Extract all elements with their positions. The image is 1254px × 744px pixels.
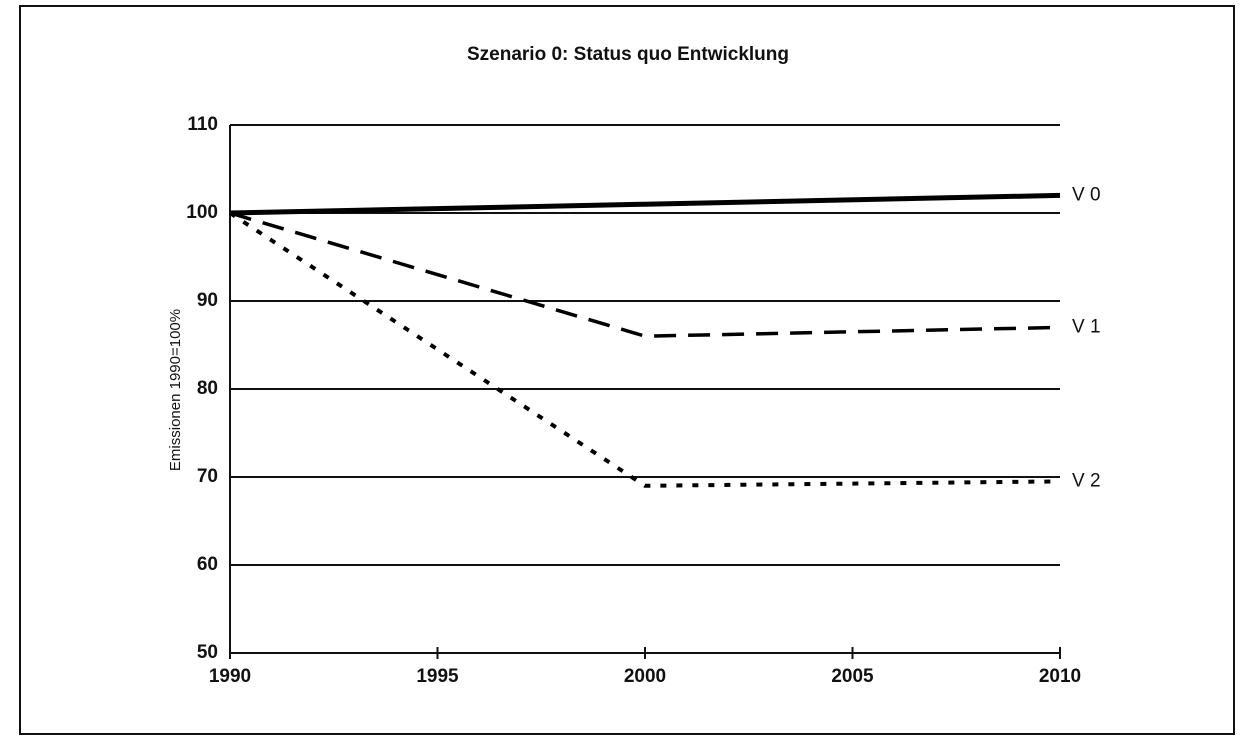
y-tick-label: 100 (186, 202, 218, 223)
series-line (229, 211, 1061, 338)
y-tick-label: 70 (197, 466, 218, 487)
x-tick-label: 1995 (416, 666, 459, 687)
series-label: V 1 (1072, 316, 1101, 337)
series-label: V 2 (1072, 470, 1101, 491)
x-tick-label: 2010 (1039, 666, 1081, 687)
chart-frame (19, 5, 1235, 735)
y-tick-label: 80 (197, 378, 218, 399)
series-line (229, 192, 1061, 216)
y-tick-label: 110 (187, 114, 218, 135)
x-tick-label: 2005 (831, 666, 874, 687)
y-axis-label: Emissionen 1990=100% (167, 309, 184, 471)
y-tick-label: 60 (197, 554, 218, 575)
series-label: V 0 (1072, 184, 1101, 205)
x-tick-label: 2000 (624, 666, 666, 687)
x-tick-label: 1990 (209, 666, 251, 687)
series-line (228, 211, 1061, 488)
y-tick-label: 50 (197, 642, 218, 663)
chart-title: Szenario 0: Status quo Entwicklung (467, 44, 789, 65)
y-tick-label: 90 (197, 290, 218, 311)
